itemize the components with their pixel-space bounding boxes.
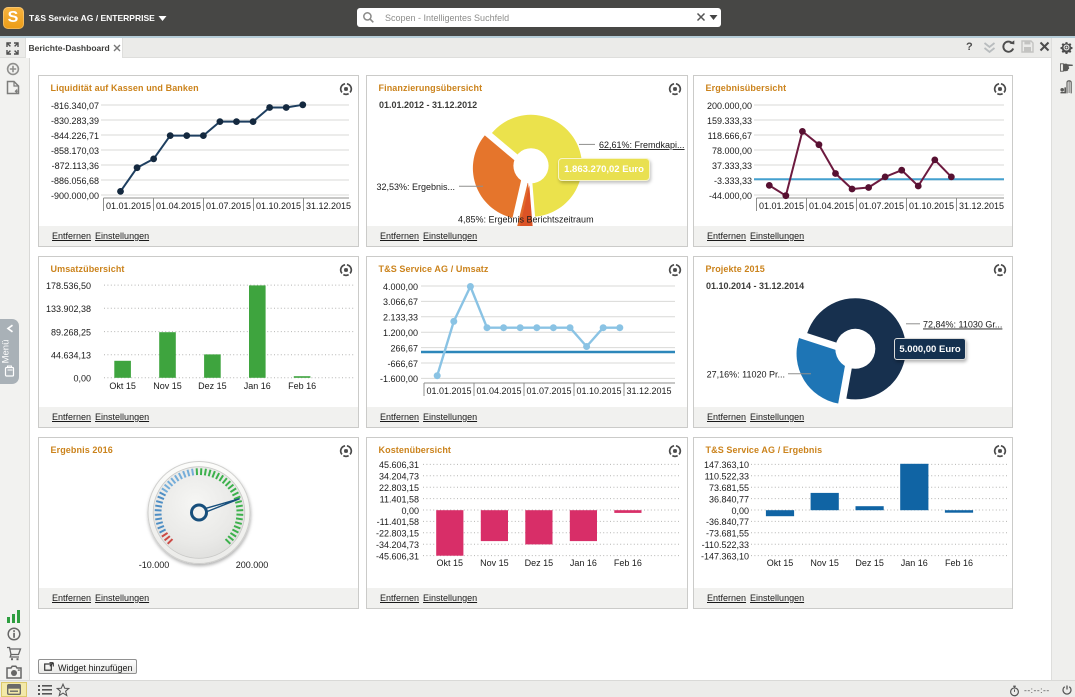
svg-text:01.10.2015: 01.10.2015 (576, 386, 621, 396)
svg-text:178.536,50: 178.536,50 (46, 281, 91, 291)
svg-text:-36.840,77: -36.840,77 (706, 517, 749, 527)
svg-text:31.12.2015: 31.12.2015 (306, 201, 351, 211)
svg-text:4,85%: Ergebnis Berichtszeitra: 4,85%: Ergebnis Berichtszeitraum (458, 215, 594, 225)
svg-text:Feb 16: Feb 16 (288, 381, 316, 391)
svg-text:01.04.2015: 01.04.2015 (809, 201, 854, 211)
svg-text:Feb 16: Feb 16 (945, 558, 973, 568)
svg-text:Nov 15: Nov 15 (480, 558, 509, 568)
svg-text:133.902,38: 133.902,38 (46, 304, 91, 314)
svg-text:1.200,00: 1.200,00 (383, 328, 418, 338)
svg-text:-11.401,58: -11.401,58 (377, 517, 419, 527)
svg-text:34.204,73: 34.204,73 (379, 472, 419, 482)
svg-text:4.000,00: 4.000,00 (383, 282, 418, 292)
svg-text:Dez 15: Dez 15 (525, 558, 554, 568)
svg-text:37.333,33: 37.333,33 (712, 161, 752, 171)
svg-text:78.000,00: 78.000,00 (712, 146, 752, 156)
svg-text:0,00: 0,00 (73, 374, 91, 384)
svg-text:45.606,31: 45.606,31 (379, 460, 419, 470)
svg-text:-45.606,31: -45.606,31 (376, 551, 419, 561)
svg-text:72,84%: 11030 Gr...: 72,84%: 11030 Gr... (923, 320, 1002, 330)
svg-text:Jan 16: Jan 16 (570, 558, 597, 568)
svg-text:Okt 15: Okt 15 (109, 381, 136, 391)
svg-text:-22.803,15: -22.803,15 (376, 529, 419, 539)
svg-text:-816.340,07: -816.340,07 (51, 101, 99, 111)
svg-text:01.10.2015: 01.10.2015 (909, 201, 954, 211)
svg-text:01.07.2015: 01.07.2015 (859, 201, 904, 211)
svg-text:Feb 16: Feb 16 (614, 558, 642, 568)
svg-text:-858.170,03: -858.170,03 (51, 146, 99, 156)
svg-text:200.000,00: 200.000,00 (707, 101, 752, 111)
svg-text:62,61%: Fremdkapi...: 62,61%: Fremdkapi... (599, 140, 685, 150)
svg-text:-900.000,00: -900.000,00 (51, 191, 99, 201)
svg-text:0,00: 0,00 (731, 506, 749, 516)
svg-text:147.363,10: 147.363,10 (704, 460, 749, 470)
svg-text:22.803,15: 22.803,15 (379, 483, 419, 493)
svg-text:Dez 15: Dez 15 (198, 381, 227, 391)
svg-text:01.04.2015: 01.04.2015 (476, 386, 521, 396)
svg-text:Nov 15: Nov 15 (810, 558, 839, 568)
svg-text:-872.113,36: -872.113,36 (52, 161, 99, 171)
svg-text:0,00: 0,00 (401, 506, 419, 516)
svg-text:01.01.2015: 01.01.2015 (759, 201, 804, 211)
svg-text:118.666,67: 118.666,67 (708, 131, 752, 141)
svg-text:01.07.2015: 01.07.2015 (526, 386, 571, 396)
svg-text:89.268,25: 89.268,25 (51, 327, 91, 337)
svg-text:73.681,55: 73.681,55 (709, 483, 749, 493)
svg-text:-34.204,73: -34.204,73 (376, 540, 419, 550)
svg-text:2.133,33: 2.133,33 (383, 313, 418, 323)
svg-text:-73.681,55: -73.681,55 (706, 529, 749, 539)
svg-text:31.12.2015: 31.12.2015 (626, 386, 671, 396)
svg-text:27,16%: 11020 Pr...: 27,16%: 11020 Pr... (707, 370, 785, 380)
svg-text:01.04.2015: 01.04.2015 (156, 201, 201, 211)
svg-text:01.07.2015: 01.07.2015 (206, 201, 251, 211)
svg-text:11.401,58: 11.401,58 (380, 494, 419, 504)
svg-text:44.634,13: 44.634,13 (51, 351, 91, 361)
svg-text:-830.283,39: -830.283,39 (51, 116, 99, 126)
svg-text:Dez 15: Dez 15 (855, 558, 884, 568)
svg-text:Nov 15: Nov 15 (153, 381, 182, 391)
svg-text:-44.000,00: -44.000,00 (709, 191, 752, 201)
svg-text:-1.600,00: -1.600,00 (380, 374, 418, 384)
svg-text:Jan 16: Jan 16 (244, 381, 271, 391)
svg-text:200.000: 200.000 (236, 560, 269, 570)
svg-text:31.12.2015: 31.12.2015 (959, 201, 1004, 211)
svg-text:Okt 15: Okt 15 (437, 558, 464, 568)
svg-text:-844.226,71: -844.226,71 (51, 131, 99, 141)
svg-text:-110.522,33: -110.522,33 (702, 540, 749, 550)
svg-text:Okt 15: Okt 15 (767, 558, 794, 568)
svg-text:32,53%: Ergebnis...: 32,53%: Ergebnis... (376, 182, 455, 192)
svg-text:266,67: 266,67 (390, 343, 418, 353)
svg-text:-10.000: -10.000 (139, 560, 170, 570)
svg-text:-3.333,33: -3.333,33 (714, 176, 752, 186)
svg-text:01.01.2015: 01.01.2015 (426, 386, 471, 396)
svg-text:-666,67: -666,67 (387, 359, 418, 369)
svg-text:01.01.2015: 01.01.2015 (106, 201, 151, 211)
svg-text:Jan 16: Jan 16 (901, 558, 928, 568)
svg-text:110.522,33: 110.522,33 (705, 472, 749, 482)
svg-text:01.10.2015: 01.10.2015 (256, 201, 301, 211)
svg-text:36.840,77: 36.840,77 (709, 494, 749, 504)
svg-text:-886.056,68: -886.056,68 (51, 176, 99, 186)
svg-text:159.333,33: 159.333,33 (707, 116, 752, 126)
svg-text:3.066,67: 3.066,67 (383, 297, 418, 307)
svg-text:-147.363,10: -147.363,10 (701, 551, 749, 561)
